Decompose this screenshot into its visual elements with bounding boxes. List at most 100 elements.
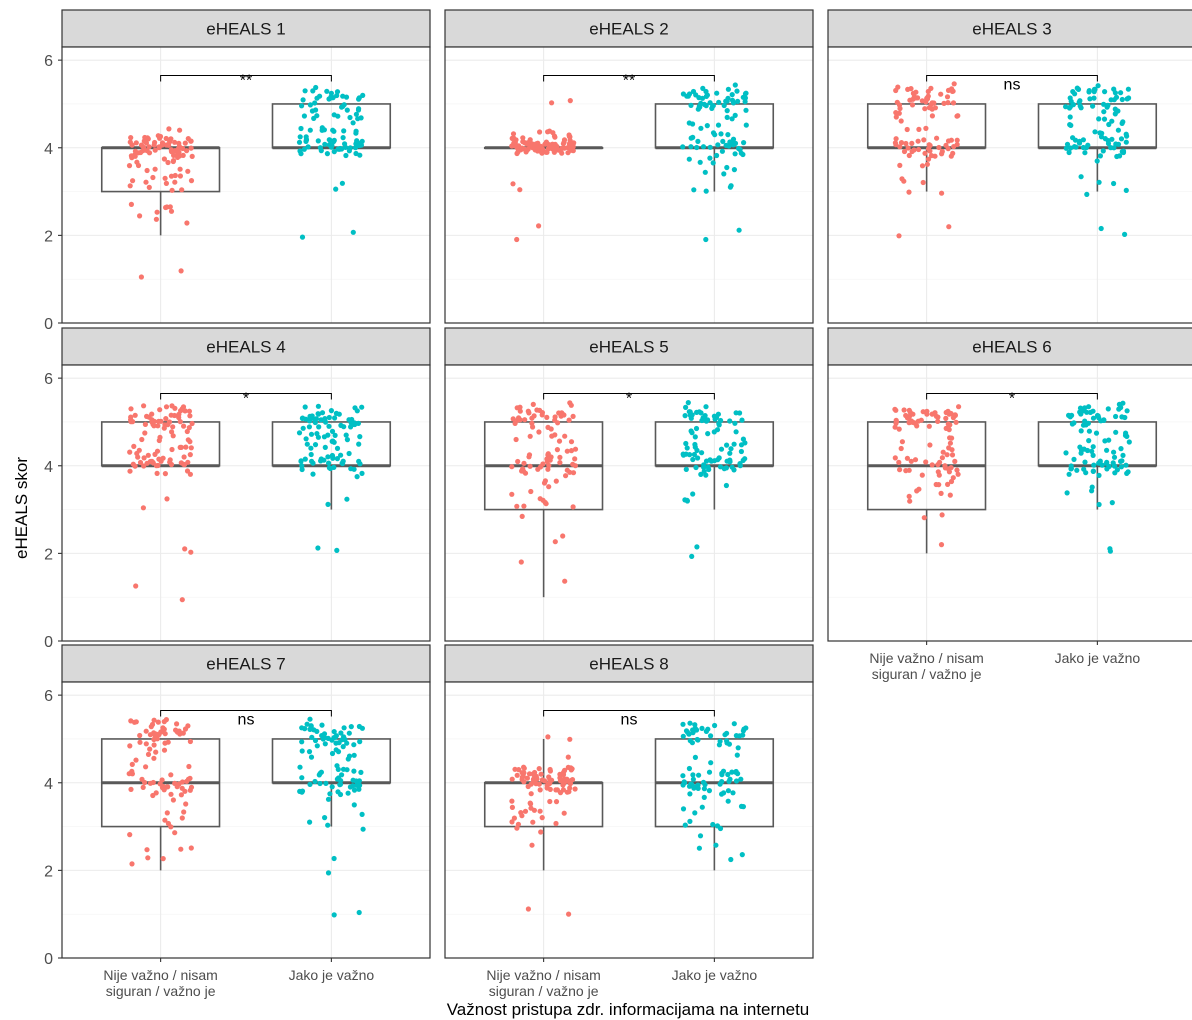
jitter-point: [1105, 406, 1111, 412]
jitter-point: [509, 804, 515, 811]
jitter-point: [1096, 501, 1102, 508]
jitter-point: [1068, 145, 1074, 151]
jitter-point: [1109, 118, 1115, 124]
jitter-point: [326, 460, 332, 466]
jitter-point: [165, 159, 171, 166]
jitter-point: [1074, 467, 1080, 473]
jitter-point: [719, 779, 725, 785]
jitter-point: [722, 732, 728, 738]
jitter-point: [521, 765, 527, 771]
jitter-point: [1077, 409, 1083, 415]
jitter-point: [928, 101, 934, 108]
jitter-point: [317, 93, 323, 99]
jitter-point: [1098, 225, 1104, 232]
jitter-point: [738, 442, 745, 448]
jitter-point: [352, 421, 358, 428]
jitter-point: [357, 434, 363, 440]
y-tick-label: 2: [44, 863, 53, 880]
jitter-point: [170, 158, 177, 164]
jitter-point: [154, 448, 161, 454]
jitter-point: [953, 419, 959, 425]
jitter-point: [569, 142, 576, 148]
y-tick-label: 6: [44, 371, 53, 388]
jitter-point: [951, 81, 957, 87]
jitter-point: [356, 95, 362, 101]
jitter-point: [132, 148, 138, 154]
jitter-point: [1070, 102, 1076, 108]
jitter-point: [179, 815, 185, 821]
jitter-point: [1124, 470, 1130, 476]
jitter-point: [1078, 447, 1085, 453]
jitter-point: [697, 833, 704, 839]
jitter-point: [152, 166, 158, 172]
jitter-point: [898, 118, 904, 124]
jitter-point: [142, 430, 148, 436]
jitter-point: [938, 542, 945, 548]
jitter-point: [187, 452, 193, 458]
jitter-point: [927, 442, 933, 448]
jitter-point: [1086, 404, 1092, 410]
jitter-point: [312, 100, 318, 106]
jitter-point: [1118, 464, 1124, 470]
jitter-point: [1102, 438, 1108, 444]
jitter-point: [348, 724, 354, 730]
jitter-point: [923, 459, 929, 465]
jitter-point: [1074, 85, 1080, 91]
jitter-point: [156, 144, 162, 150]
jitter-point: [564, 448, 570, 454]
jitter-point: [914, 488, 920, 494]
jitter-point: [152, 147, 158, 153]
jitter-point: [144, 413, 150, 419]
jitter-point: [133, 719, 139, 725]
jitter-point: [138, 274, 144, 280]
jitter-point: [529, 842, 535, 848]
facet-panel-4: eHEALS 4 * 0 2 4 6: [44, 327, 431, 651]
jitter-point: [739, 417, 745, 423]
panel-border: [444, 364, 814, 642]
jitter-point: [1090, 103, 1096, 109]
jitter-point: [510, 181, 516, 187]
jitter-point: [940, 449, 946, 455]
jitter-point: [296, 430, 303, 436]
jitter-point: [893, 407, 899, 413]
jitter-point: [188, 549, 194, 555]
jitter-point: [701, 794, 707, 801]
jitter-point: [303, 436, 309, 442]
jitter-point: [1124, 96, 1130, 102]
jitter-point: [1096, 179, 1102, 185]
jitter-point: [692, 434, 698, 440]
jitter-point: [160, 725, 166, 731]
jitter-point: [893, 87, 899, 94]
significance-label: ns: [621, 711, 638, 728]
jitter-point: [896, 459, 902, 465]
jitter-point: [159, 777, 165, 783]
jitter-point: [325, 432, 331, 438]
jitter-point: [570, 504, 576, 510]
boxplot-box: [271, 738, 392, 784]
jitter-point: [915, 418, 921, 424]
jitter-point: [187, 413, 193, 419]
jitter-point: [183, 444, 189, 450]
jitter-point: [899, 439, 906, 445]
jitter-point: [548, 426, 554, 432]
jitter-point: [690, 491, 696, 497]
jitter-point: [133, 140, 139, 146]
jitter-point: [351, 787, 358, 793]
jitter-point: [723, 142, 729, 148]
jitter-point: [354, 474, 360, 480]
jitter-point: [1066, 149, 1072, 156]
jitter-point: [545, 129, 551, 135]
jitter-point: [567, 736, 573, 742]
jitter-point: [165, 820, 171, 827]
jitter-point: [339, 772, 345, 778]
jitter-point: [535, 145, 541, 151]
jitter-point: [351, 768, 357, 774]
jitter-point: [536, 223, 542, 229]
jitter-point: [703, 236, 709, 243]
plot-area: [445, 365, 813, 641]
jitter-point: [929, 113, 936, 119]
jitter-point: [302, 404, 308, 410]
jitter-point: [514, 825, 520, 831]
jitter-point: [1119, 458, 1125, 464]
jitter-point: [312, 778, 318, 785]
